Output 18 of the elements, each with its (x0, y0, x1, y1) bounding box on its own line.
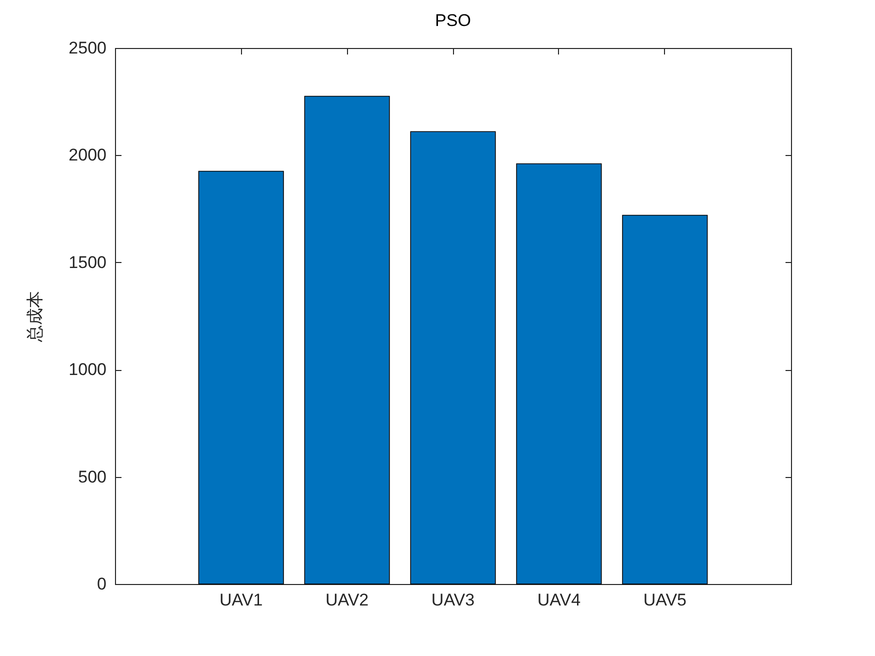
y-tick-label: 1000 (68, 360, 106, 380)
y-tick-label: 2000 (68, 146, 106, 165)
bar (410, 131, 496, 584)
x-tick-label: UAV3 (431, 590, 475, 610)
bar (198, 170, 284, 584)
y-tick-label: 500 (78, 467, 106, 486)
bar (622, 214, 708, 584)
bar (304, 96, 390, 584)
x-tick-label: UAV2 (325, 590, 369, 610)
x-tick-label: UAV4 (537, 590, 581, 610)
y-tick-label: 0 (97, 574, 106, 594)
y-tick-label: 2500 (68, 38, 106, 58)
y-axis-title: 总成本 (26, 291, 45, 343)
bar (516, 163, 602, 584)
chart-title: PSO (435, 11, 471, 30)
y-tick-label: 1500 (68, 252, 106, 272)
x-tick-label: UAV5 (643, 590, 686, 610)
x-tick-label: UAV1 (220, 590, 263, 610)
